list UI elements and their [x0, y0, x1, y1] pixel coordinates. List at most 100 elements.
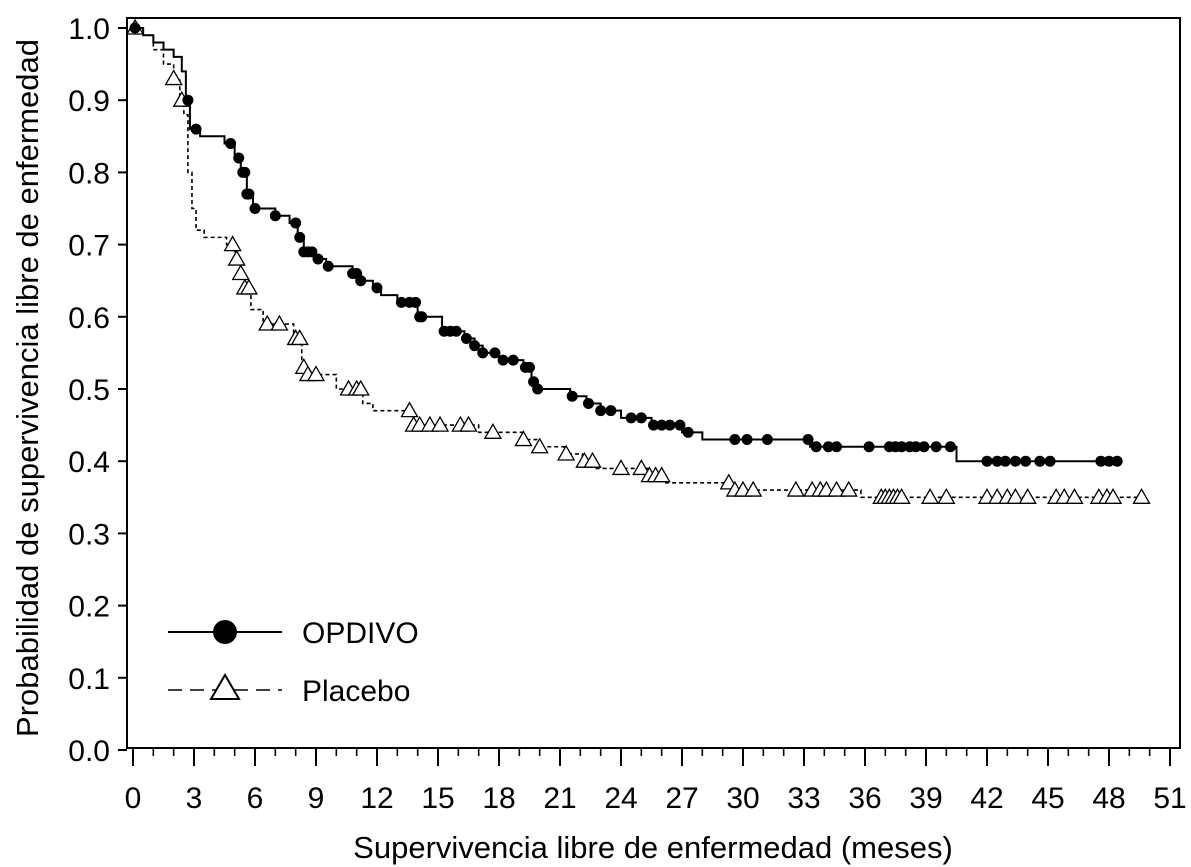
- opdivo-censor-mark: [595, 405, 607, 417]
- placebo-censor-mark: [652, 466, 671, 483]
- opdivo-censor-mark: [469, 340, 481, 352]
- x-tick-label: 42: [970, 782, 1003, 815]
- opdivo-censor-mark: [664, 419, 676, 431]
- y-axis-title: Probabilidad de supervivencia libre de e…: [10, 39, 45, 737]
- opdivo-censor-mark: [312, 253, 324, 265]
- placebo-censor-mark: [611, 459, 631, 476]
- y-axis: 0.0 0.1 0.2 0.3 0.4 0.5 0.6 0.7 0.8 0.9 1.0: [68, 13, 127, 768]
- x-tick-label: 36: [848, 782, 881, 815]
- x-tick-label: 39: [909, 782, 942, 815]
- opdivo-curve: [133, 27, 1116, 463]
- y-tick-label: 0.8: [68, 157, 110, 190]
- placebo-censor-mark: [400, 401, 419, 418]
- opdivo-censor-mark: [489, 347, 501, 359]
- y-tick-label: 0.9: [68, 85, 110, 118]
- x-axis: 0 3 6 9 12 15 18 21 24 27 30 33 36 39 42 45 48 51: [125, 748, 1187, 815]
- x-tick-label: 0: [125, 782, 142, 815]
- x-tick-label: 6: [247, 782, 264, 815]
- opdivo-censor-mark: [395, 296, 407, 308]
- opdivo-censor-mark: [682, 426, 694, 438]
- legend-placebo-label: Placebo: [302, 675, 410, 708]
- x-tick-label: 33: [787, 782, 820, 815]
- placebo-censor-mark: [514, 430, 533, 447]
- opdivo-censor-mark: [810, 441, 822, 453]
- placebo-censor-mark: [530, 437, 549, 454]
- opdivo-censor-mark: [582, 397, 594, 409]
- opdivo-censor-mark: [1009, 455, 1021, 467]
- opdivo-censor-mark: [625, 412, 637, 424]
- opdivo-censor-mark: [863, 441, 875, 453]
- x-axis-title: Supervivencia libre de enfermedad (meses…: [353, 830, 953, 865]
- legend-opdivo-label: OPDIVO: [302, 617, 419, 650]
- placebo-censor-mark: [744, 480, 763, 497]
- legend-placebo-marker: [209, 673, 241, 700]
- opdivo-censor-mark: [674, 419, 686, 431]
- opdivo-censor-mark: [802, 434, 814, 446]
- placebo-censor-mark: [258, 314, 277, 331]
- opdivo-censor-mark: [129, 22, 141, 34]
- opdivo-censor-mark: [294, 231, 306, 243]
- opdivo-censor-mark: [918, 441, 930, 453]
- placebo-censor-mark: [231, 264, 250, 281]
- placebo-censor-mark: [227, 249, 246, 266]
- opdivo-censor-mark: [371, 282, 383, 294]
- placebo-censor-mark: [632, 459, 651, 476]
- x-tick-label: 15: [421, 782, 454, 815]
- placebo-censor-mark: [306, 365, 326, 382]
- opdivo-censor-mark: [741, 434, 753, 446]
- placebo-censor-mark: [164, 69, 183, 86]
- placebo-censor-mark: [239, 278, 259, 295]
- opdivo-censor-mark: [290, 217, 302, 229]
- opdivo-censor-mark: [981, 455, 993, 467]
- y-tick-label: 0.1: [68, 663, 110, 696]
- placebo-censor-mark: [920, 487, 940, 504]
- placebo-censor-mark: [1132, 487, 1151, 504]
- opdivo-censor-mark: [477, 347, 489, 359]
- plot-frame: [126, 17, 1181, 749]
- opdivo-censor-mark: [460, 332, 472, 344]
- placebo-censor-mark: [786, 480, 805, 497]
- opdivo-censor-mark: [930, 441, 942, 453]
- opdivo-censor-mark: [1103, 455, 1115, 467]
- x-tick-label: 9: [308, 782, 325, 815]
- opdivo-censor-mark: [635, 412, 647, 424]
- x-tick-label: 21: [543, 782, 576, 815]
- placebo-censor-mark: [290, 329, 309, 346]
- opdivo-censor-mark: [1044, 455, 1056, 467]
- opdivo-censor-mark: [1095, 455, 1107, 467]
- placebo-censor-mark: [839, 480, 858, 497]
- x-tick-label: 27: [665, 782, 698, 815]
- opdivo-censor-mark: [507, 354, 519, 366]
- opdivo-censor-mark: [1020, 455, 1032, 467]
- y-tick-label: 0.6: [68, 302, 110, 335]
- opdivo-censor-mark: [648, 419, 660, 431]
- placebo-censor-mark: [459, 415, 478, 432]
- y-tick-label: 0.2: [68, 591, 110, 624]
- placebo-censor-mark: [892, 487, 911, 504]
- opdivo-censor-mark: [1034, 455, 1046, 467]
- opdivo-censor-mark: [656, 419, 668, 431]
- opdivo-censor-mark: [410, 296, 422, 308]
- y-tick-label: 0.4: [68, 446, 110, 479]
- opdivo-censor-mark: [225, 138, 237, 150]
- x-tick-label: 18: [482, 782, 515, 815]
- x-tick-label: 51: [1153, 782, 1186, 815]
- opdivo-censor-mark: [999, 455, 1011, 467]
- opdivo-censor-mark: [416, 311, 428, 323]
- opdivo-censor-mark: [991, 455, 1003, 467]
- opdivo-censor-mark: [1111, 455, 1123, 467]
- y-tick-label: 0.0: [68, 735, 110, 768]
- placebo-curve: [133, 27, 1142, 499]
- opdivo-censor-marks: [129, 22, 1123, 467]
- opdivo-censor-mark: [524, 361, 535, 373]
- opdivo-censor-mark: [450, 325, 462, 337]
- placebo-censor-mark: [351, 379, 370, 396]
- placebo-censor-marks: [125, 18, 1151, 504]
- opdivo-censor-mark: [822, 441, 834, 453]
- opdivo-censor-mark: [910, 441, 922, 453]
- opdivo-censor-mark: [306, 246, 318, 258]
- placebo-censor-mark: [1103, 487, 1123, 504]
- opdivo-censor-mark: [896, 441, 908, 453]
- placebo-censor-mark: [556, 444, 576, 461]
- opdivo-censor-mark: [566, 390, 578, 402]
